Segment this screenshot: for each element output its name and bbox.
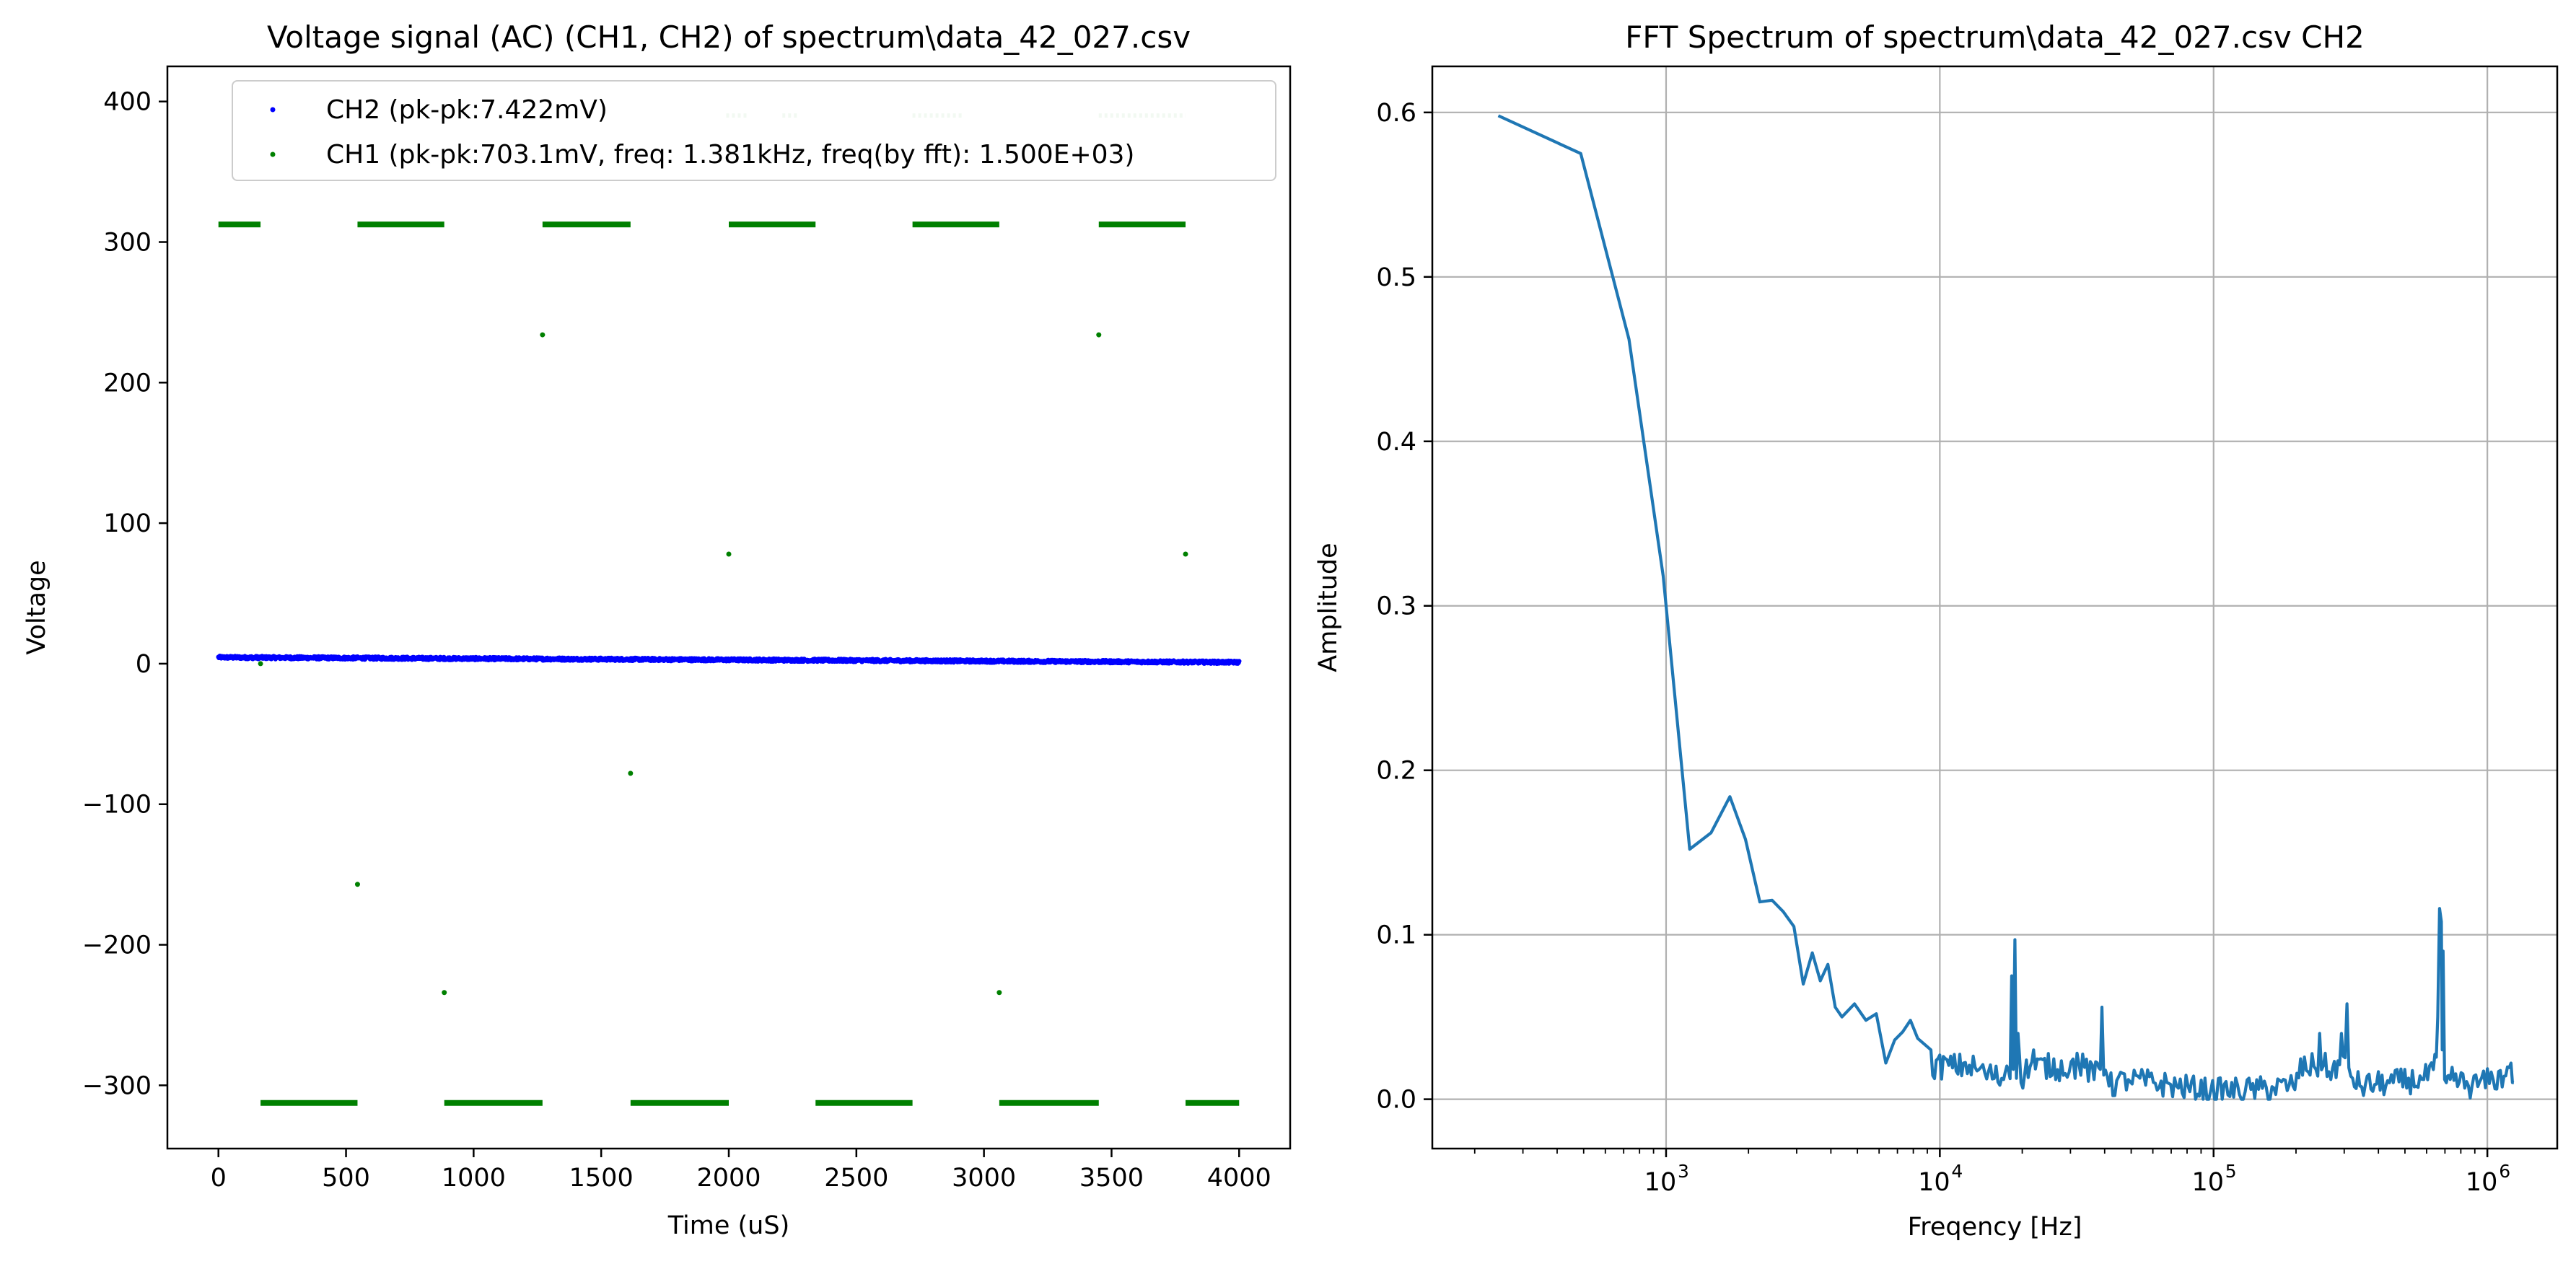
ch1-transition-point: [996, 990, 1002, 996]
y-tick-label: 0.4: [1376, 428, 1416, 457]
x-tick-exponent: 6: [2499, 1161, 2510, 1182]
fft-chart-title: FFT Spectrum of spectrum\data_42_027.csv…: [1625, 19, 2365, 55]
y-tick-label: 0.1: [1376, 921, 1416, 950]
y-tick-label: −200: [82, 931, 152, 960]
x-tick-exponent: 4: [1951, 1161, 1963, 1182]
ch1-transition-point: [726, 551, 732, 557]
x-tick-label: 0: [211, 1164, 227, 1193]
legend-marker-ch2: [270, 107, 276, 113]
ch1-transition-point: [1183, 551, 1188, 557]
legend-frame: [232, 80, 1276, 181]
y-tick-label: 200: [103, 369, 152, 398]
fft-chart: FFT Spectrum of spectrum\data_42_027.csv…: [1314, 19, 2559, 1242]
x-tick-label: 3500: [1079, 1164, 1144, 1193]
x-tick-label: 1500: [569, 1164, 634, 1193]
voltage-chart-title: Voltage signal (AC) (CH1, CH2) of spectr…: [267, 19, 1191, 55]
x-tick-label: 4000: [1207, 1164, 1271, 1193]
y-tick-label: 0.2: [1376, 757, 1416, 786]
ch1-transition-point: [258, 661, 263, 667]
fft-axes: 10 3 10 4 10 5 10 60.00.10.20.30.40.50.6: [1376, 65, 2559, 1197]
legend-marker-ch1: [270, 152, 276, 157]
x-tick-label: 500: [322, 1164, 370, 1193]
y-tick-label: −100: [82, 791, 152, 820]
voltage-chart: Voltage signal (AC) (CH1, CH2) of spectr…: [22, 19, 1292, 1240]
voltage-y-axis-label: Voltage: [22, 560, 51, 654]
legend-entry-ch1: CH1 (pk-pk:703.1mV, freq: 1.381kHz, freq…: [326, 140, 1134, 170]
series-ch1: [218, 113, 1240, 1106]
x-tick-label: 3000: [952, 1164, 1016, 1193]
y-tick-label: −300: [82, 1071, 152, 1100]
voltage-x-axis-label: Time (uS): [667, 1211, 790, 1240]
y-tick-label: 0.6: [1376, 99, 1416, 128]
voltage-plot-area: [216, 113, 1242, 1106]
y-tick-label: 300: [103, 229, 152, 258]
voltage-axes: 0 500 1000 1500 2000 2500 3000 3500 4000−300−200…: [82, 65, 1292, 1193]
ch1-transition-point: [540, 332, 546, 338]
voltage-legend: CH2 (pk-pk:7.422mV) CH1 (pk-pk:703.1mV, …: [232, 80, 1276, 181]
ch1-transition-point: [442, 990, 447, 996]
y-tick-label: 0: [136, 650, 152, 679]
fft-series-line: [1497, 114, 2515, 1101]
x-tick-label: 10: [2191, 1168, 2224, 1197]
x-tick-label: 10: [1644, 1168, 1677, 1197]
series-ch2: [216, 654, 1242, 666]
x-tick-label: 1000: [442, 1164, 506, 1193]
fft-x-axis-label: Freqency [Hz]: [1908, 1213, 2082, 1242]
fft-plot-area: [1497, 114, 2515, 1101]
legend-entry-ch2: CH2 (pk-pk:7.422mV): [326, 95, 608, 125]
ch2-point: [1237, 659, 1242, 664]
ch1-transition-point: [1096, 332, 1102, 338]
y-tick-label: 0.0: [1376, 1086, 1416, 1115]
y-tick-label: 100: [103, 509, 152, 538]
ch1-transition-point: [354, 882, 360, 887]
ch1-transition-point: [628, 771, 634, 776]
y-tick-label: 0.5: [1376, 263, 1416, 292]
y-tick-label: 400: [103, 88, 152, 117]
x-tick-exponent: 3: [1678, 1161, 1689, 1182]
x-tick-label: 10: [1918, 1168, 1950, 1197]
y-tick-label: 0.3: [1376, 592, 1416, 621]
x-tick-label: 10: [2466, 1168, 2498, 1197]
x-tick-label: 2000: [696, 1164, 761, 1193]
fft-axes-frame: [1431, 65, 2559, 1150]
fft-y-axis-label: Amplitude: [1314, 543, 1343, 672]
x-tick-label: 2500: [824, 1164, 888, 1193]
x-tick-exponent: 5: [2225, 1161, 2237, 1182]
